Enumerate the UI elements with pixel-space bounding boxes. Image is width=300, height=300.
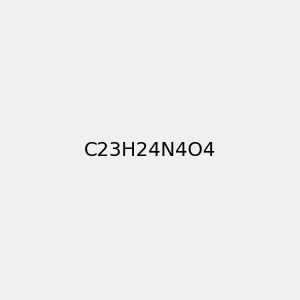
Text: C23H24N4O4: C23H24N4O4	[84, 140, 216, 160]
